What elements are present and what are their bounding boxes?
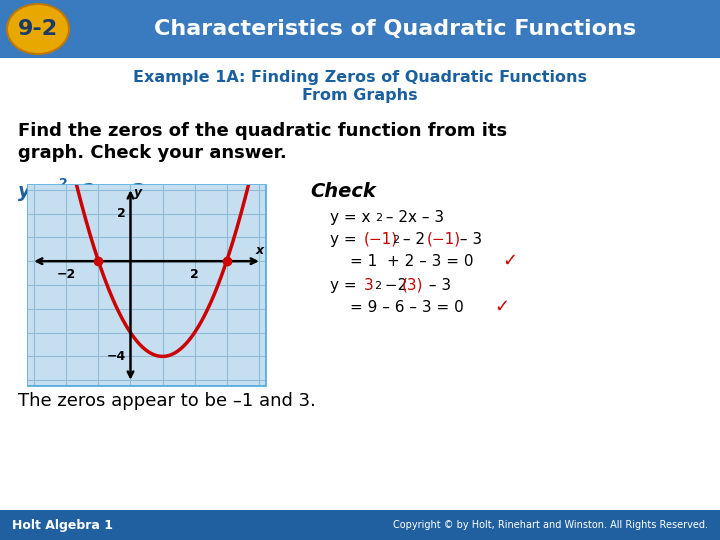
Text: – 2x – 3: – 2x – 3 <box>381 210 444 225</box>
Text: (−1): (−1) <box>364 232 398 247</box>
Text: – 3: – 3 <box>424 278 451 293</box>
Text: x: x <box>46 182 58 201</box>
Text: Example 1A: Finding Zeros of Quadratic Functions: Example 1A: Finding Zeros of Quadratic F… <box>133 70 587 85</box>
Text: 2: 2 <box>375 213 382 223</box>
Ellipse shape <box>7 4 69 54</box>
Text: graph. Check your answer.: graph. Check your answer. <box>18 144 287 162</box>
Bar <box>0 0 720 58</box>
Text: 2: 2 <box>117 207 126 220</box>
Text: =: = <box>30 182 46 201</box>
Text: x: x <box>256 244 264 257</box>
Text: 2: 2 <box>392 235 399 245</box>
Text: 2: 2 <box>190 268 199 281</box>
Text: Characteristics of Quadratic Functions: Characteristics of Quadratic Functions <box>154 19 636 39</box>
Text: 9-2: 9-2 <box>18 19 58 39</box>
Text: Copyright © by Holt, Rinehart and Winston. All Rights Reserved.: Copyright © by Holt, Rinehart and Winsto… <box>393 520 708 530</box>
Text: Find the zeros of the quadratic function from its: Find the zeros of the quadratic function… <box>18 122 507 140</box>
Text: −2: −2 <box>57 268 76 281</box>
Text: ✓: ✓ <box>502 252 517 270</box>
Text: y = x: y = x <box>330 210 371 225</box>
Text: = 9 – 6 – 3 = 0: = 9 – 6 – 3 = 0 <box>350 300 464 315</box>
Text: From Graphs: From Graphs <box>302 88 418 103</box>
Text: y =: y = <box>330 278 361 293</box>
Text: ✓: ✓ <box>494 298 509 316</box>
Text: The zeros appear to be –1 and 3.: The zeros appear to be –1 and 3. <box>18 392 316 410</box>
Bar <box>0 510 720 540</box>
Text: y =: y = <box>330 232 361 247</box>
Text: 2: 2 <box>59 177 68 190</box>
Text: = 1  + 2 – 3 = 0: = 1 + 2 – 3 = 0 <box>350 254 474 269</box>
Text: Check: Check <box>310 182 376 201</box>
Bar <box>28 185 265 385</box>
Text: y: y <box>134 186 142 199</box>
Text: 2: 2 <box>374 281 381 291</box>
Text: (3): (3) <box>402 278 423 293</box>
Text: Holt Algebra 1: Holt Algebra 1 <box>12 518 113 531</box>
Text: 3: 3 <box>364 278 374 293</box>
Text: – 2x – 3: – 2x – 3 <box>65 182 145 201</box>
Text: y: y <box>18 182 31 201</box>
Text: −4: −4 <box>107 350 126 363</box>
Text: (−1): (−1) <box>427 232 461 247</box>
Text: – 2: – 2 <box>398 232 425 247</box>
Text: – 3: – 3 <box>455 232 482 247</box>
Text: −2: −2 <box>380 278 408 293</box>
